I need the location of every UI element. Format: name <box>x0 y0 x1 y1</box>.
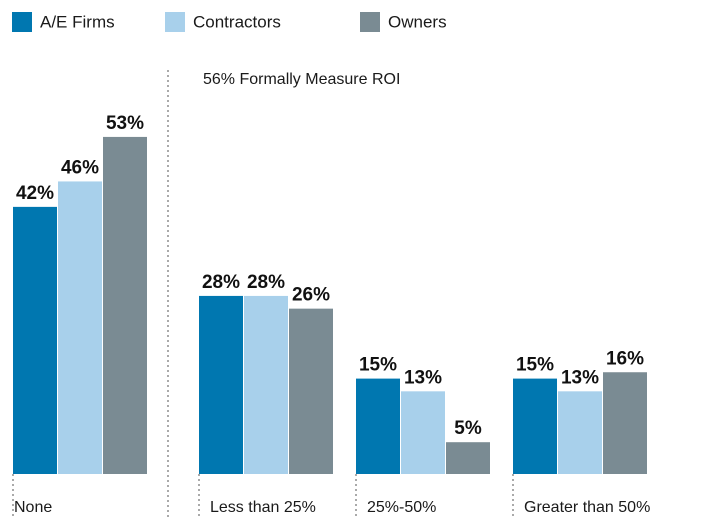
legend-swatch <box>360 12 380 32</box>
value-label: 46% <box>61 157 99 178</box>
bar <box>103 136 147 475</box>
legend-swatch <box>12 12 32 32</box>
bar <box>603 372 647 474</box>
value-label: 28% <box>202 272 240 293</box>
bar <box>58 181 102 474</box>
bar <box>13 206 57 474</box>
bar <box>244 295 288 474</box>
bar <box>513 378 557 474</box>
value-label: 26% <box>292 285 330 306</box>
x-tick-label: Less than 25% <box>210 499 316 516</box>
bar <box>289 308 333 474</box>
legend-swatch <box>165 12 185 32</box>
x-tick-label: 25%-50% <box>367 499 436 516</box>
bar <box>199 295 243 474</box>
bar <box>356 378 400 474</box>
value-label: 5% <box>454 418 482 439</box>
legend-label: Contractors <box>193 12 281 31</box>
value-label: 53% <box>106 113 144 134</box>
value-label: 15% <box>359 355 397 376</box>
value-label: 42% <box>16 183 54 204</box>
bar <box>558 391 602 474</box>
legend-label: Owners <box>388 12 447 31</box>
value-label: 13% <box>404 367 442 388</box>
x-tick-label: Greater than 50% <box>524 499 650 516</box>
x-tick-label: None <box>14 499 52 516</box>
annotation: 56% Formally Measure ROI <box>203 71 400 88</box>
legend-label: A/E Firms <box>40 12 115 31</box>
bar <box>446 442 490 474</box>
value-label: 16% <box>606 348 644 369</box>
value-label: 13% <box>561 367 599 388</box>
bar <box>401 391 445 474</box>
value-label: 28% <box>247 272 285 293</box>
value-label: 15% <box>516 355 554 376</box>
